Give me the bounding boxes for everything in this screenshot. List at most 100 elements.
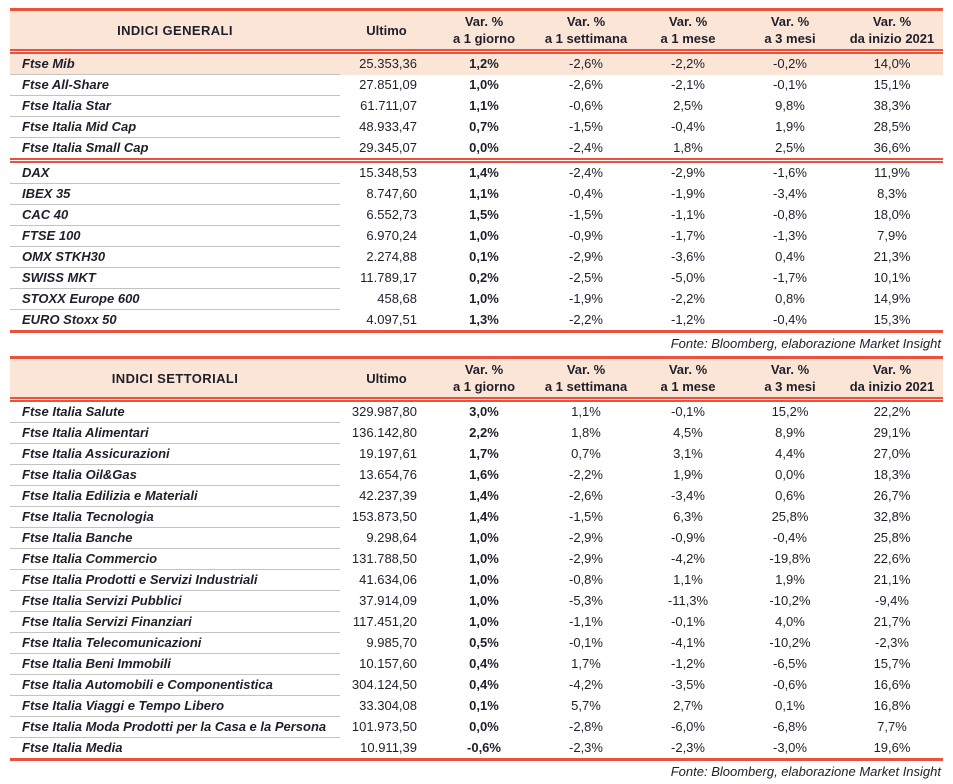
table-row: DAX 15.348,53 1,4% -2,4% -2,9% -1,6% 11,… bbox=[10, 160, 943, 184]
source-note: Fonte: Bloomberg, elaborazione Market In… bbox=[670, 336, 941, 351]
italian-indices-group: Ftse Mib 25.353,36 1,2% -2,6% -2,2% -0,2… bbox=[10, 51, 943, 163]
var-label: Var. % bbox=[872, 14, 912, 29]
var-3-mesi-cell: 0,0% bbox=[775, 467, 805, 482]
ultimo-cell: 29.345,07 bbox=[340, 137, 433, 163]
table-row: Ftse Italia Moda Prodotti per la Casa e … bbox=[10, 716, 943, 738]
table-row: Ftse Italia Servizi Finanziari 117.451,2… bbox=[10, 611, 943, 633]
international-indices-group: DAX 15.348,53 1,4% -2,4% -2,9% -1,6% 11,… bbox=[10, 160, 943, 333]
table-row: Ftse Italia Beni Immobili 10.157,60 0,4%… bbox=[10, 653, 943, 675]
var-inizio-2021-cell: 29,1% bbox=[873, 425, 911, 440]
var-3-mesi-cell: -0,4% bbox=[739, 309, 841, 333]
index-name-cell: IBEX 35 bbox=[10, 183, 340, 205]
var-1-giorno-cell: 1,0% bbox=[469, 228, 499, 243]
index-name-cell: Ftse Italia Edilizia e Materiali bbox=[10, 485, 340, 507]
var-label: Var. % bbox=[566, 362, 606, 377]
index-name-cell: EURO Stoxx 50 bbox=[10, 309, 340, 333]
ultimo-cell: 2.274,88 bbox=[366, 249, 417, 264]
var-3-mesi-cell: 1,9% bbox=[775, 572, 805, 587]
ultimo-cell: 41.634,06 bbox=[359, 572, 417, 587]
var-1-giorno-cell: 0,4% bbox=[469, 656, 499, 671]
ultimo-cell: 153.873,50 bbox=[351, 509, 417, 524]
var-inizio-2021-cell: 14,0% bbox=[841, 51, 943, 75]
var-1-mese-cell: -0,4% bbox=[671, 119, 705, 134]
column-header-var-1-mese: Var. % a 1 mese bbox=[637, 357, 739, 402]
var-inizio-2021-cell: 16,8% bbox=[873, 698, 911, 713]
var-label: Var. % bbox=[872, 362, 912, 377]
var-1-giorno-cell: 1,6% bbox=[469, 467, 499, 482]
var-1-giorno-cell: 3,0% bbox=[469, 404, 499, 420]
ultimo-cell: 19.197,61 bbox=[359, 446, 417, 461]
var-3-mesi-cell: -0,6% bbox=[773, 677, 807, 692]
var-3-mesi-cell: 0,4% bbox=[775, 249, 805, 264]
index-name-cell: Ftse Italia Commercio bbox=[10, 548, 340, 570]
column-header-var-1-settimana: Var. % a 1 settimana bbox=[535, 357, 637, 402]
ultimo-cell: 61.711,07 bbox=[360, 98, 417, 113]
var-1-mese-cell: 4,5% bbox=[673, 425, 703, 440]
var-inizio-2021-cell: 14,9% bbox=[873, 291, 911, 306]
ultimo-cell: 15.348,53 bbox=[359, 165, 417, 181]
ultimo-cell: 131.788,50 bbox=[351, 551, 417, 566]
index-name-cell: Ftse Italia Tecnologia bbox=[10, 506, 340, 528]
var-inizio-2021-cell: 21,3% bbox=[873, 249, 911, 264]
var-1-mese-cell: 1,1% bbox=[673, 572, 703, 587]
var-1-settimana-cell: -5,3% bbox=[569, 593, 603, 608]
var-1-settimana-cell: -2,5% bbox=[569, 270, 603, 285]
ultimo-cell: 101.973,50 bbox=[351, 719, 417, 734]
ultimo-cell: 48.933,47 bbox=[359, 119, 417, 134]
var-3-mesi-cell: 9,8% bbox=[775, 98, 805, 113]
var-3-mesi-cell: 15,2% bbox=[771, 404, 809, 420]
indici-generali-header: INDICI GENERALI Ultimo Var. % a 1 giorno… bbox=[10, 9, 943, 54]
var-1-settimana-cell: -1,1% bbox=[569, 614, 603, 629]
var-3-mesi-cell: -1,7% bbox=[773, 270, 807, 285]
var-3-mesi-cell: -6,8% bbox=[773, 719, 807, 734]
var-1-mese-cell: -3,6% bbox=[671, 249, 705, 264]
var-1-settimana-cell: -1,5% bbox=[569, 207, 603, 222]
index-name-cell: Ftse Italia Small Cap bbox=[10, 137, 340, 163]
var-1-giorno-cell: 0,7% bbox=[469, 119, 499, 134]
ultimo-cell: 304.124,50 bbox=[351, 677, 417, 692]
var-1-giorno-cell: 1,1% bbox=[469, 186, 499, 201]
var-1-mese-cell: 3,1% bbox=[673, 446, 703, 461]
var-inizio-2021-cell: 11,9% bbox=[874, 165, 910, 181]
var-1-settimana-cell: -2,2% bbox=[569, 467, 603, 482]
ultimo-cell: 6.552,73 bbox=[366, 207, 417, 222]
ultimo-cell: 4.097,51 bbox=[340, 309, 433, 333]
var-1-giorno-cell: 1,1% bbox=[469, 98, 499, 113]
var-1-mese-cell: 2,7% bbox=[673, 698, 703, 713]
index-name-cell: CAC 40 bbox=[10, 204, 340, 226]
ultimo-cell: 8.747,60 bbox=[366, 186, 417, 201]
var-1-settimana-cell: -0,6% bbox=[569, 98, 603, 113]
index-name-cell: Ftse Italia Salute bbox=[10, 399, 340, 423]
var-1-giorno-cell: 0,1% bbox=[469, 249, 499, 264]
var-1-mese-cell: -4,1% bbox=[671, 635, 705, 650]
var-1-settimana-cell: -2,9% bbox=[569, 530, 603, 545]
var-1-mese-cell: -3,5% bbox=[671, 677, 705, 692]
var-3-mesi-cell: -0,4% bbox=[773, 530, 807, 545]
index-name-cell: SWISS MKT bbox=[10, 267, 340, 289]
table-row: CAC 40 6.552,73 1,5% -1,5% -1,1% -0,8% 1… bbox=[10, 204, 943, 226]
table-row: Ftse Italia Media 10.911,39 -0,6% -2,3% … bbox=[10, 737, 943, 761]
ultimo-cell: 37.914,09 bbox=[359, 593, 417, 608]
column-header-var-3-mesi: Var. % a 3 mesi bbox=[739, 357, 841, 402]
var-1-giorno-cell: 1,5% bbox=[469, 207, 499, 222]
column-header-ultimo: Ultimo bbox=[340, 357, 433, 402]
var-1-settimana-cell: -1,9% bbox=[569, 291, 603, 306]
var-3-mesi-cell: 0,1% bbox=[775, 698, 805, 713]
period-label: a 1 mese bbox=[660, 31, 716, 46]
index-name-cell: OMX STKH30 bbox=[10, 246, 340, 268]
index-name-cell: Ftse Italia Alimentari bbox=[10, 422, 340, 444]
table-row: Ftse Italia Viaggi e Tempo Libero 33.304… bbox=[10, 695, 943, 717]
column-header-var-1-mese: Var. % a 1 mese bbox=[637, 9, 739, 54]
var-inizio-2021-cell: 36,6% bbox=[841, 137, 943, 163]
var-inizio-2021-cell: 7,9% bbox=[877, 228, 907, 243]
var-1-mese-cell: -1,1% bbox=[671, 207, 705, 222]
ultimo-cell: 458,68 bbox=[377, 291, 417, 306]
period-label: a 3 mesi bbox=[764, 379, 816, 394]
ultimo-cell: 6.970,24 bbox=[366, 228, 417, 243]
var-1-giorno-cell: 1,0% bbox=[469, 593, 499, 608]
table-row: Ftse Italia Prodotti e Servizi Industria… bbox=[10, 569, 943, 591]
column-header-ultimo: Ultimo bbox=[340, 9, 433, 54]
column-header-var-inizio-2021: Var. % da inizio 2021 bbox=[841, 357, 943, 402]
period-label: a 1 giorno bbox=[452, 31, 516, 46]
